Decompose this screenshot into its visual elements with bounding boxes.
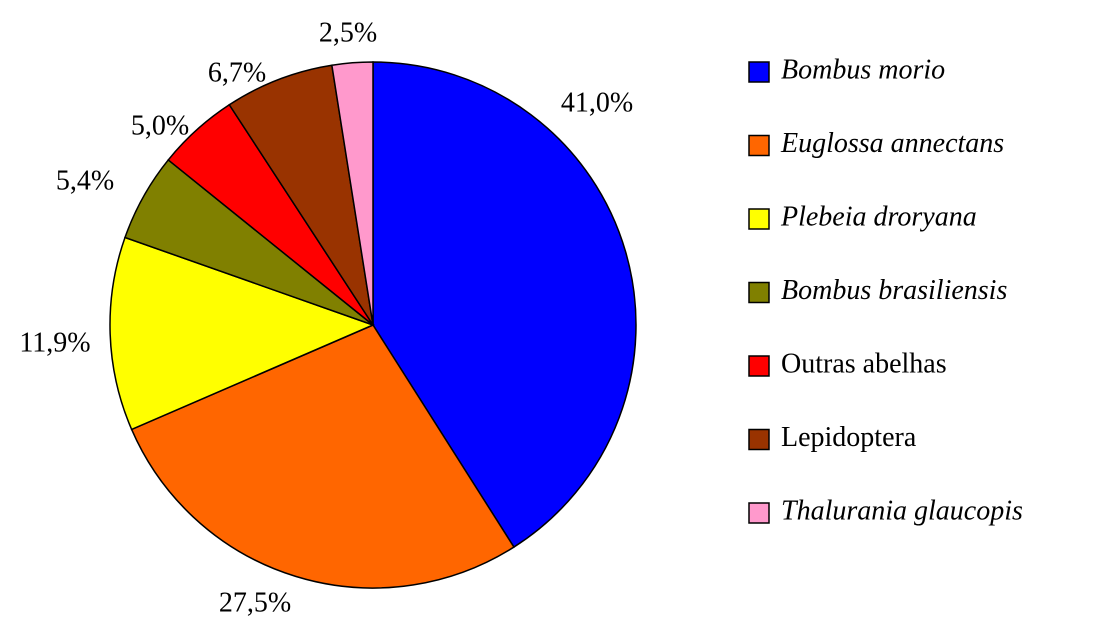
legend-swatch bbox=[748, 428, 770, 451]
legend-label: Plebeia droryana bbox=[780, 201, 977, 232]
data-label: 5,4% bbox=[56, 165, 114, 196]
pie-slice bbox=[130, 324, 515, 589]
data-label: 6,7% bbox=[208, 57, 266, 88]
pie-slice bbox=[109, 236, 376, 431]
legend-swatch bbox=[748, 208, 770, 230]
legend-swatch bbox=[748, 134, 770, 157]
legend-label: Outras abelhas bbox=[781, 348, 947, 379]
data-label: 27,5% bbox=[219, 587, 291, 618]
legend-label: Lepidoptera bbox=[781, 422, 917, 453]
legend-label: Bombus brasiliensis bbox=[781, 275, 1007, 306]
pie-slice bbox=[372, 61, 637, 549]
legend-swatch bbox=[748, 502, 770, 524]
legend-swatch bbox=[748, 61, 770, 83]
legend-label: Bombus morio bbox=[781, 54, 945, 85]
data-label: 11,9% bbox=[19, 327, 90, 358]
data-label: 5,0% bbox=[131, 110, 189, 141]
pie-slice bbox=[330, 61, 374, 326]
data-label: 41,0% bbox=[561, 87, 633, 118]
legend-swatch bbox=[748, 281, 770, 304]
legend-swatch bbox=[748, 355, 770, 377]
legend-label: Thalurania glaucopis bbox=[781, 495, 1023, 526]
data-label: 2,5% bbox=[319, 17, 377, 48]
pie-slice bbox=[228, 64, 374, 326]
legend-label: Euglossa annectans bbox=[780, 128, 1004, 159]
